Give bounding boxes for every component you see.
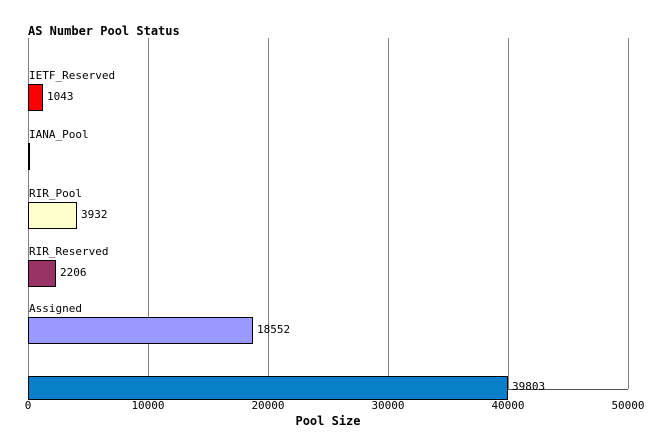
bar-value-label: 2206: [60, 266, 87, 279]
x-tick-label: 10000: [131, 399, 165, 412]
x-tick-label: 30000: [371, 399, 405, 412]
bar-category-label: RIR_Reserved: [29, 245, 109, 258]
bar-IANA_Pool: [28, 143, 30, 170]
bar-unlabeled: [28, 376, 508, 400]
x-tick-label: 0: [24, 399, 32, 412]
gridline-10000: [148, 38, 149, 389]
x-axis-title: Pool Size: [295, 414, 361, 428]
x-tick-label: 20000: [251, 399, 285, 412]
bar-category-label: RIR_Pool: [29, 187, 82, 200]
bar-RIR_Pool: [28, 202, 77, 229]
bar-value-label: 39803: [512, 380, 546, 393]
bar-IETF_Reserved: [28, 84, 43, 111]
bar-value-label: 3932: [81, 208, 108, 221]
bar-category-label: IETF_Reserved: [29, 69, 116, 82]
gridline-20000: [268, 38, 269, 389]
bar-value-label: 18552: [257, 323, 291, 336]
bar-Assigned: [28, 317, 253, 344]
gridline-30000: [388, 38, 389, 389]
chart-title: AS Number Pool Status: [28, 24, 180, 38]
gridline-50000: [628, 38, 629, 389]
bar-category-label: Assigned: [29, 302, 82, 315]
bar-RIR_Reserved: [28, 260, 56, 287]
gridline-40000: [508, 38, 509, 389]
bar-value-label: 1043: [47, 90, 74, 103]
bar-category-label: IANA_Pool: [29, 128, 89, 141]
x-tick-label: 50000: [611, 399, 645, 412]
x-tick-label: 40000: [491, 399, 525, 412]
